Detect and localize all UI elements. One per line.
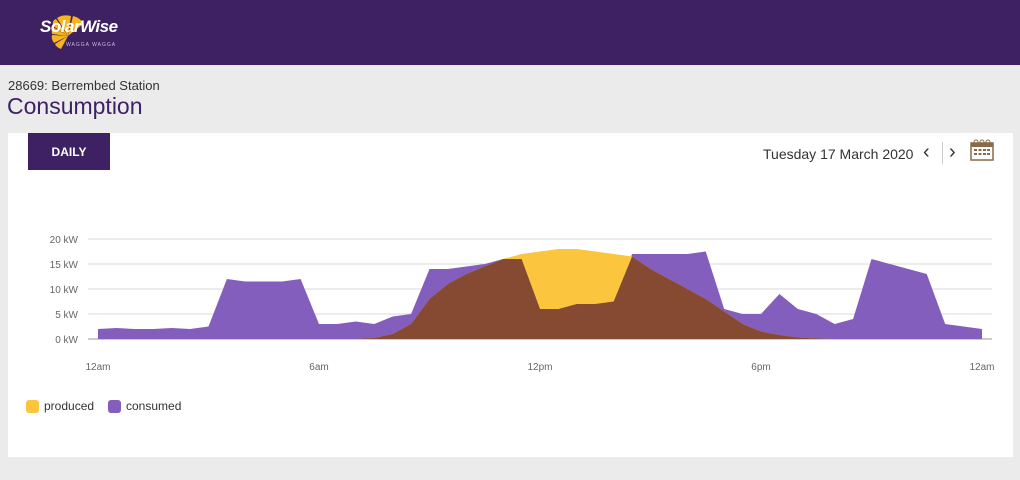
nav-divider [942, 142, 943, 164]
page-title: Consumption [7, 93, 143, 119]
calendar-icon[interactable] [970, 139, 994, 161]
legend-produced[interactable]: produced [26, 399, 94, 413]
overlap-area [98, 256, 982, 339]
x-tick-label: 12am [969, 362, 994, 373]
y-tick-label: 15 kW [50, 260, 79, 271]
legend-label: consumed [126, 399, 182, 413]
consumed-swatch [108, 399, 121, 413]
legend-label: produced [44, 399, 95, 413]
brand-name: SolarWise [40, 17, 118, 36]
solarwise-logo[interactable] [8, 12, 128, 54]
consumed-area [98, 251, 982, 339]
consumption-chart: 0 kW 5 kW 10 kW 15 kW 20 kW 12am 6am 12pm 6pm 12a… [50, 235, 995, 373]
y-tick-label: 5 kW [55, 310, 78, 321]
next-day-button[interactable]: › [949, 141, 956, 163]
produced-area [98, 249, 982, 339]
prev-day-button[interactable]: ‹ [923, 141, 930, 163]
produced-swatch [26, 399, 39, 413]
chart-card: 0 kW 5 kW 10 kW 15 kW 20 kW 12am 6am 12pm 6pm 12a… [8, 133, 1013, 457]
x-tick-label: 6pm [751, 362, 770, 373]
x-tick-label: 12am [85, 362, 110, 373]
station-label: 28669: Berrembed Station [8, 78, 160, 93]
app-header: SolarWise WAGGA WAGGA [0, 0, 1020, 65]
x-tick-label: 6am [309, 362, 328, 373]
x-tick-label: 12pm [527, 362, 552, 373]
legend-consumed[interactable]: consumed [108, 399, 181, 413]
daily-period-button[interactable]: DAILY [28, 133, 110, 170]
y-tick-label: 0 kW [55, 335, 78, 346]
y-tick-label: 10 kW [50, 285, 79, 296]
y-tick-label: 20 kW [50, 235, 79, 246]
brand-subtitle: WAGGA WAGGA [66, 42, 117, 48]
selected-date: Tuesday 17 March 2020 [763, 146, 914, 162]
